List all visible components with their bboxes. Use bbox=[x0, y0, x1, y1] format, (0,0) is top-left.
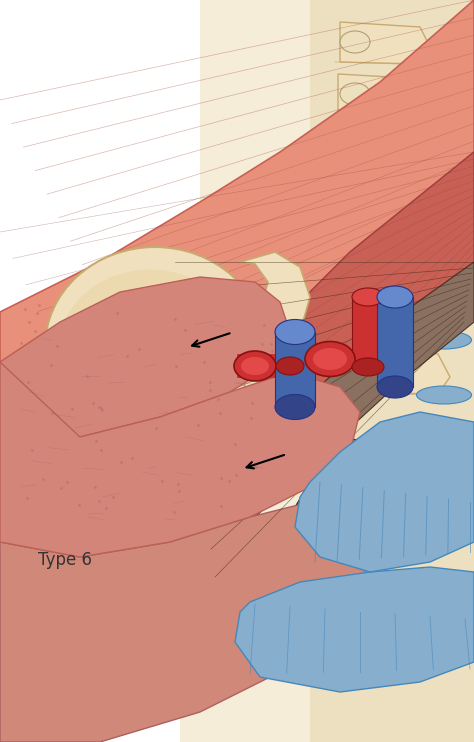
Polygon shape bbox=[235, 567, 474, 692]
Polygon shape bbox=[338, 74, 435, 117]
Ellipse shape bbox=[417, 221, 472, 239]
Ellipse shape bbox=[340, 189, 370, 211]
Ellipse shape bbox=[417, 58, 472, 76]
Polygon shape bbox=[0, 0, 474, 472]
Ellipse shape bbox=[340, 243, 370, 265]
Polygon shape bbox=[0, 502, 370, 742]
Polygon shape bbox=[310, 0, 474, 742]
Polygon shape bbox=[210, 437, 390, 612]
Polygon shape bbox=[0, 362, 360, 557]
Polygon shape bbox=[377, 297, 413, 387]
Text: Type 6: Type 6 bbox=[38, 551, 92, 569]
Ellipse shape bbox=[313, 348, 347, 370]
Ellipse shape bbox=[340, 31, 370, 53]
Ellipse shape bbox=[276, 357, 304, 375]
Ellipse shape bbox=[417, 386, 472, 404]
Ellipse shape bbox=[340, 136, 370, 158]
Ellipse shape bbox=[417, 331, 472, 349]
Ellipse shape bbox=[340, 83, 370, 105]
Ellipse shape bbox=[417, 111, 472, 129]
Polygon shape bbox=[330, 237, 445, 284]
Polygon shape bbox=[352, 297, 384, 367]
Polygon shape bbox=[180, 0, 474, 742]
Ellipse shape bbox=[417, 165, 472, 183]
Polygon shape bbox=[0, 277, 290, 437]
Polygon shape bbox=[0, 152, 474, 552]
Ellipse shape bbox=[241, 357, 269, 375]
Ellipse shape bbox=[417, 276, 472, 294]
Ellipse shape bbox=[275, 395, 315, 419]
Ellipse shape bbox=[275, 320, 315, 344]
Polygon shape bbox=[237, 354, 295, 378]
Ellipse shape bbox=[57, 269, 243, 435]
Ellipse shape bbox=[340, 296, 370, 318]
Ellipse shape bbox=[340, 349, 370, 371]
Polygon shape bbox=[340, 22, 430, 64]
Polygon shape bbox=[328, 292, 448, 339]
Ellipse shape bbox=[352, 358, 384, 376]
Polygon shape bbox=[220, 252, 310, 372]
Polygon shape bbox=[332, 182, 442, 227]
Ellipse shape bbox=[377, 376, 413, 398]
Polygon shape bbox=[275, 332, 315, 407]
Polygon shape bbox=[0, 0, 200, 342]
Ellipse shape bbox=[352, 288, 384, 306]
Ellipse shape bbox=[377, 286, 413, 308]
Polygon shape bbox=[120, 262, 474, 577]
Polygon shape bbox=[295, 412, 474, 572]
Ellipse shape bbox=[45, 247, 265, 447]
Polygon shape bbox=[325, 347, 450, 394]
Ellipse shape bbox=[234, 351, 276, 381]
Polygon shape bbox=[335, 127, 438, 172]
Ellipse shape bbox=[305, 341, 355, 376]
